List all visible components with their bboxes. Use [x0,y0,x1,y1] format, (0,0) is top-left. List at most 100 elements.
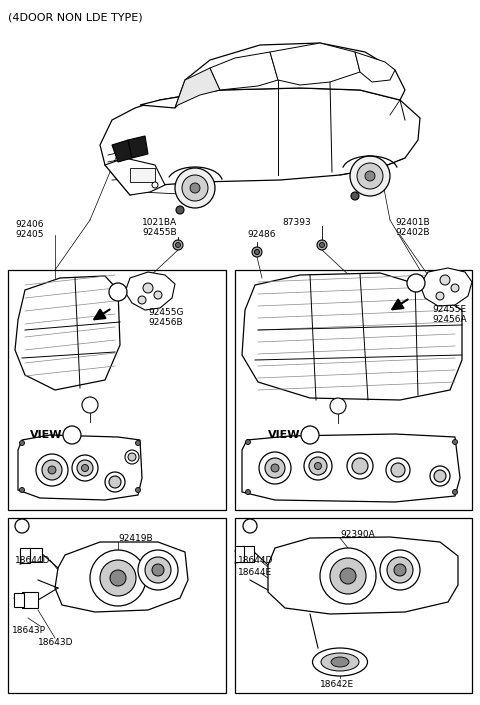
Text: 92455B: 92455B [142,228,177,237]
Circle shape [72,455,98,481]
Text: a: a [247,521,253,531]
Polygon shape [22,592,38,608]
Text: 18643P: 18643P [12,626,46,635]
Circle shape [20,441,24,446]
Text: 92456A: 92456A [432,315,467,324]
Polygon shape [242,434,460,502]
Bar [235,270,472,510]
Circle shape [245,439,251,444]
Text: 92455E: 92455E [432,305,466,314]
Text: 87393: 87393 [282,218,311,227]
Circle shape [387,557,413,583]
Text: B: B [114,287,122,297]
Text: a: a [335,401,341,411]
Circle shape [357,163,383,189]
Text: VIEW: VIEW [268,430,300,440]
Circle shape [265,458,285,478]
Circle shape [434,470,446,482]
Circle shape [143,283,153,293]
Text: 92406: 92406 [15,220,44,229]
Circle shape [451,284,459,292]
Circle shape [351,192,359,200]
Text: 92419B: 92419B [118,534,153,543]
Circle shape [125,450,139,464]
Circle shape [350,156,390,196]
Text: 92390A: 92390A [340,530,375,539]
Circle shape [176,243,180,247]
Polygon shape [100,88,420,195]
Circle shape [82,397,98,413]
Text: A: A [306,430,314,440]
Polygon shape [140,43,405,108]
Bar [8,270,226,510]
Circle shape [20,487,24,493]
Text: B: B [68,430,76,440]
Text: 18643D: 18643D [38,638,73,647]
Circle shape [135,487,141,493]
Circle shape [154,291,162,299]
Circle shape [365,171,375,181]
Circle shape [110,570,126,586]
Polygon shape [105,158,165,195]
Polygon shape [128,136,148,158]
Circle shape [314,462,322,470]
Circle shape [109,283,127,301]
Bar [20,548,30,563]
Circle shape [77,460,93,476]
Text: b: b [19,521,25,531]
Circle shape [243,519,257,533]
Bar [14,593,24,607]
Text: 92455G: 92455G [148,308,183,317]
Text: 18644D: 18644D [15,556,50,565]
Circle shape [145,557,171,583]
Polygon shape [242,273,462,400]
Ellipse shape [312,648,368,676]
Circle shape [352,458,368,474]
Circle shape [309,457,327,475]
Ellipse shape [321,653,359,671]
Circle shape [380,550,420,590]
Circle shape [320,243,324,247]
Circle shape [176,206,184,214]
Text: (4DOOR NON LDE TYPE): (4DOOR NON LDE TYPE) [8,12,143,22]
Polygon shape [355,52,395,82]
Circle shape [109,476,121,488]
Circle shape [15,519,29,533]
Text: 18644D: 18644D [238,556,274,565]
Circle shape [394,564,406,576]
Circle shape [301,426,319,444]
Circle shape [259,452,291,484]
Circle shape [453,489,457,494]
Bar [130,168,155,182]
Circle shape [317,240,327,250]
Text: A: A [412,278,420,288]
Text: 18642E: 18642E [320,680,354,689]
Circle shape [82,465,88,472]
Bar [235,518,472,693]
Circle shape [254,250,260,255]
Circle shape [347,453,373,479]
Circle shape [430,466,450,486]
Circle shape [320,548,376,604]
Circle shape [175,168,215,208]
Circle shape [271,464,279,472]
Text: 92456B: 92456B [148,318,182,327]
Circle shape [36,454,68,486]
Polygon shape [28,548,42,562]
Circle shape [152,182,158,188]
Circle shape [190,183,200,193]
Circle shape [138,296,146,304]
Circle shape [135,441,141,446]
Circle shape [182,175,208,201]
Circle shape [138,550,178,590]
Text: b: b [87,400,93,410]
Circle shape [100,560,136,596]
Polygon shape [18,435,142,500]
Polygon shape [268,537,458,614]
Circle shape [304,452,332,480]
Circle shape [42,460,62,480]
Polygon shape [15,276,120,390]
Circle shape [440,275,450,285]
Circle shape [105,472,125,492]
Polygon shape [112,140,132,162]
